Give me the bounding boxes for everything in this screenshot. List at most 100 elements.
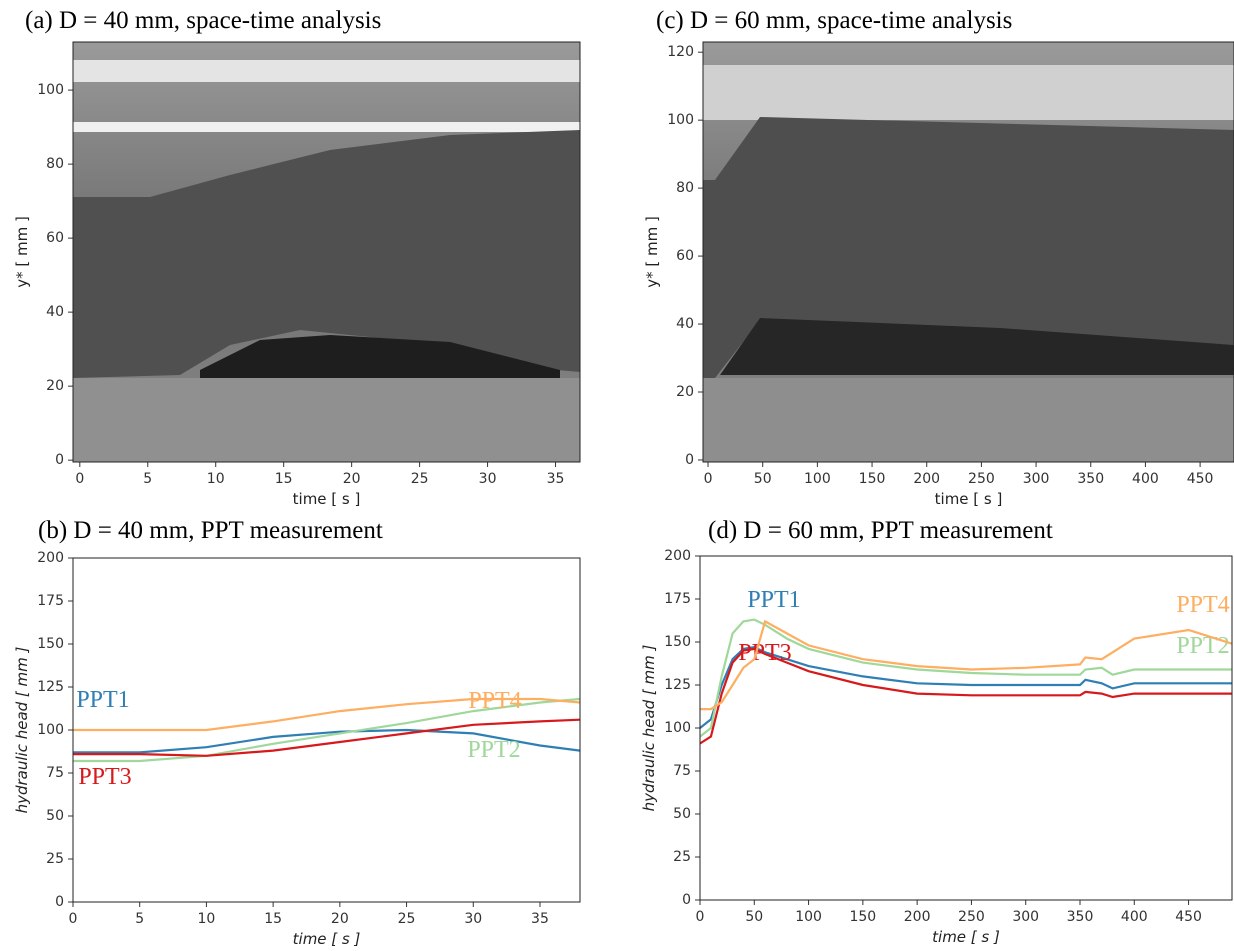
x-tick-label: 350 xyxy=(1077,471,1104,487)
y-tick-label: 20 xyxy=(46,378,64,394)
x-tick-label: 150 xyxy=(859,471,886,487)
x-tick-label: 50 xyxy=(754,471,772,487)
y-tick-label: 80 xyxy=(676,180,694,196)
y-tick-label: 0 xyxy=(55,894,64,910)
panel-title: (b) D = 40 mm, PPT measurement xyxy=(38,517,383,544)
x-axis-label: time [ s ] xyxy=(932,928,1000,946)
y-tick-label: 200 xyxy=(664,548,691,564)
x-tick-label: 25 xyxy=(398,911,416,927)
y-tick-label: 25 xyxy=(673,849,691,865)
series-label: PPT1 xyxy=(76,687,129,713)
x-axis-label: time [ s ] xyxy=(293,930,361,948)
x-tick-label: 5 xyxy=(135,911,144,927)
x-tick-label: 0 xyxy=(69,911,78,927)
series-line xyxy=(73,697,581,763)
x-axis-label: time [ s ] xyxy=(293,490,361,508)
plot-frame xyxy=(72,557,581,903)
x-tick-label: 30 xyxy=(479,471,497,487)
x-axis-label: time [ s ] xyxy=(935,490,1003,508)
plot-frame xyxy=(72,41,581,463)
series-label: PPT4 xyxy=(1176,592,1229,618)
x-tick-label: 10 xyxy=(207,471,225,487)
x-tick-label: 20 xyxy=(343,471,361,487)
y-tick-label: 25 xyxy=(46,851,64,867)
x-tick-label: 0 xyxy=(696,909,705,925)
y-tick-label: 20 xyxy=(676,384,694,400)
y-tick-label: 60 xyxy=(676,248,694,264)
y-tick-label: 75 xyxy=(46,765,64,781)
y-axis-label: hydraulic head [ mm ] xyxy=(640,644,658,811)
x-tick-label: 450 xyxy=(1175,909,1202,925)
series-line xyxy=(699,646,1232,729)
y-tick-label: 100 xyxy=(37,82,64,98)
plot-frame xyxy=(699,555,1233,901)
y-tick-label: 40 xyxy=(676,316,694,332)
y-tick-label: 125 xyxy=(664,677,691,693)
x-tick-label: 400 xyxy=(1121,909,1148,925)
y-tick-label: 80 xyxy=(46,156,64,172)
x-tick-label: 50 xyxy=(745,909,763,925)
y-tick-label: 40 xyxy=(46,304,64,320)
x-tick-label: 400 xyxy=(1132,471,1159,487)
y-tick-label: 120 xyxy=(667,44,694,60)
series-line xyxy=(73,697,581,732)
series-label: PPT2 xyxy=(1176,633,1229,659)
x-tick-label: 0 xyxy=(75,471,84,487)
space-time-image-c xyxy=(703,42,1234,462)
x-tick-label: 15 xyxy=(264,911,282,927)
panel-title: (c) D = 60 mm, space-time analysis xyxy=(656,7,1012,34)
series-line xyxy=(699,647,1232,745)
panel-title: (d) D = 60 mm, PPT measurement xyxy=(708,517,1053,544)
y-tick-label: 0 xyxy=(685,452,694,468)
x-tick-label: 300 xyxy=(1012,909,1039,925)
y-tick-label: 200 xyxy=(37,550,64,566)
x-tick-label: 100 xyxy=(795,909,822,925)
x-tick-label: 300 xyxy=(1023,471,1050,487)
x-tick-label: 100 xyxy=(804,471,831,487)
y-tick-label: 150 xyxy=(664,634,691,650)
series-line xyxy=(73,728,581,754)
y-tick-label: 100 xyxy=(664,720,691,736)
plot-frame xyxy=(702,41,1234,463)
y-tick-label: 50 xyxy=(673,806,691,822)
x-tick-label: 20 xyxy=(331,911,349,927)
series-label: PPT2 xyxy=(467,737,520,763)
x-tick-label: 25 xyxy=(411,471,429,487)
y-tick-label: 60 xyxy=(46,230,64,246)
x-tick-label: 450 xyxy=(1187,471,1214,487)
x-tick-label: 15 xyxy=(275,471,293,487)
series-label: PPT1 xyxy=(747,587,800,613)
space-time-image-a xyxy=(73,42,580,462)
x-tick-label: 350 xyxy=(1067,909,1094,925)
y-tick-label: 75 xyxy=(673,763,691,779)
x-tick-label: 30 xyxy=(464,911,482,927)
panel-title: (a) D = 40 mm, space-time analysis xyxy=(25,7,381,34)
y-tick-label: 0 xyxy=(55,452,64,468)
x-tick-label: 250 xyxy=(958,909,985,925)
y-tick-label: 175 xyxy=(664,591,691,607)
series-line xyxy=(700,619,1233,711)
series-line xyxy=(699,618,1232,738)
y-tick-label: 0 xyxy=(682,892,691,908)
y-tick-label: 125 xyxy=(37,679,64,695)
x-tick-label: 35 xyxy=(531,911,549,927)
y-tick-label: 100 xyxy=(37,722,64,738)
y-tick-label: 100 xyxy=(667,112,694,128)
x-tick-label: 5 xyxy=(143,471,152,487)
y-axis-label: y* [ mm ] xyxy=(643,216,661,288)
x-tick-label: 200 xyxy=(904,909,931,925)
x-tick-label: 35 xyxy=(547,471,565,487)
y-tick-label: 150 xyxy=(37,636,64,652)
y-axis-label: hydraulic head [ mm ] xyxy=(13,646,31,813)
series-label: PPT3 xyxy=(738,640,791,666)
y-axis-label: y* [ mm ] xyxy=(13,216,31,288)
y-tick-label: 50 xyxy=(46,808,64,824)
series-line xyxy=(73,718,581,757)
x-tick-label: 150 xyxy=(849,909,876,925)
x-tick-label: 200 xyxy=(913,471,940,487)
x-tick-label: 0 xyxy=(704,471,713,487)
x-tick-label: 10 xyxy=(198,911,216,927)
y-tick-label: 175 xyxy=(37,593,64,609)
series-label: PPT4 xyxy=(468,688,521,714)
